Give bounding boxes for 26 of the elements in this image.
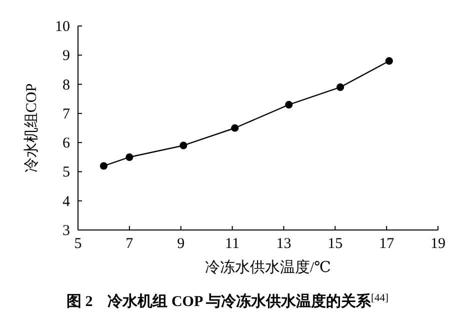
x-tick-label: 5 <box>74 236 82 252</box>
x-tick-label: 7 <box>126 236 134 252</box>
point <box>336 83 344 91</box>
x-tick-label: 9 <box>177 236 185 252</box>
text: 图 2 冷水机组 COP 与冷冻水供水温度的关系$^{[44]}$ <box>66 292 389 310</box>
point <box>285 100 293 108</box>
x-tick-label: 15 <box>328 236 343 252</box>
point <box>180 142 188 150</box>
y-tick-label: 6 <box>62 136 70 152</box>
point <box>385 57 393 65</box>
x-tick-label: 13 <box>276 236 292 252</box>
y-tick-label: 7 <box>62 106 70 122</box>
y-tick-label: 3 <box>62 223 70 239</box>
x-axis-title: 冷冻水供水温度/℃ <box>205 259 331 276</box>
x-tick-label: 11 <box>225 236 240 252</box>
y-tick-label: 9 <box>62 48 70 64</box>
y-axis-title: 冷水机组COP <box>23 83 40 173</box>
x-tick-label: 17 <box>379 236 395 252</box>
y-tick-label: 8 <box>62 77 70 94</box>
x-tick-label: 19 <box>430 236 446 252</box>
point <box>100 162 108 170</box>
y-tick-label: 4 <box>62 194 70 210</box>
point <box>231 124 239 132</box>
y-tick-label: 10 <box>55 19 70 35</box>
point <box>126 153 134 161</box>
y-tick-label: 5 <box>62 164 70 181</box>
